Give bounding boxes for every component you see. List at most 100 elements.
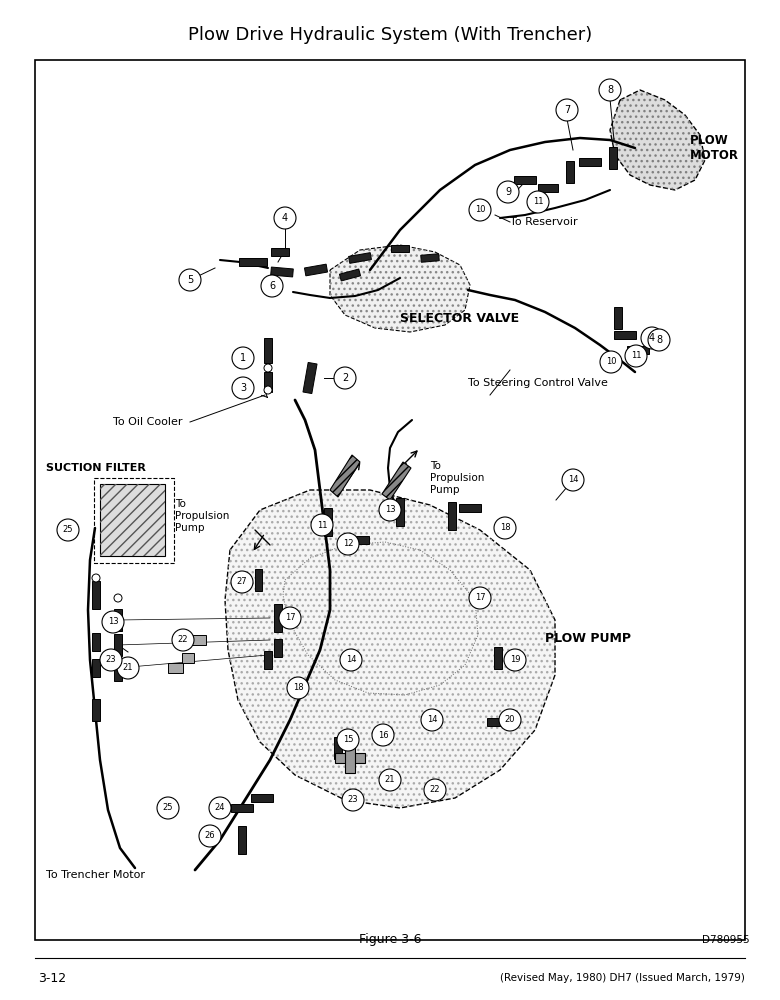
Circle shape: [57, 519, 79, 541]
Text: 8: 8: [607, 85, 613, 95]
Circle shape: [527, 191, 549, 213]
Text: 22: 22: [430, 786, 440, 794]
Bar: [182, 653, 194, 663]
Circle shape: [232, 347, 254, 369]
Polygon shape: [330, 455, 360, 497]
Text: SELECTOR VALVE: SELECTOR VALVE: [400, 312, 519, 324]
Circle shape: [648, 329, 670, 351]
Bar: [100, 484, 165, 556]
Bar: [168, 663, 183, 673]
Text: 3-12: 3-12: [38, 972, 66, 984]
Text: 11: 11: [631, 352, 641, 360]
Polygon shape: [610, 90, 705, 190]
Circle shape: [264, 364, 272, 372]
Bar: [92, 699, 100, 721]
Circle shape: [209, 797, 231, 819]
Bar: [100, 484, 165, 556]
Text: 22: 22: [178, 636, 188, 645]
Circle shape: [424, 779, 446, 801]
Bar: [271, 248, 289, 256]
Text: 25: 25: [62, 526, 73, 534]
Text: 1: 1: [240, 353, 246, 363]
Bar: [579, 158, 601, 166]
Bar: [335, 753, 365, 763]
Bar: [92, 633, 100, 651]
Text: SUCTION FILTER: SUCTION FILTER: [46, 463, 146, 473]
Circle shape: [274, 207, 296, 229]
Circle shape: [231, 571, 253, 593]
Text: 7: 7: [564, 105, 570, 115]
Text: 9: 9: [505, 187, 511, 197]
Bar: [92, 581, 100, 609]
Circle shape: [311, 514, 333, 536]
Bar: [609, 147, 617, 169]
Bar: [304, 264, 328, 276]
Bar: [274, 639, 282, 657]
Circle shape: [499, 709, 521, 731]
Text: 14: 14: [346, 656, 356, 664]
Text: 25: 25: [163, 804, 173, 812]
Circle shape: [334, 367, 356, 389]
Circle shape: [337, 533, 359, 555]
Text: To Steering Control Valve: To Steering Control Valve: [468, 378, 608, 388]
Circle shape: [279, 607, 301, 629]
Text: 23: 23: [348, 796, 358, 804]
Circle shape: [179, 269, 201, 291]
Circle shape: [117, 657, 139, 679]
Bar: [420, 254, 439, 262]
Text: 21: 21: [122, 664, 133, 672]
Bar: [514, 176, 536, 184]
Bar: [494, 647, 502, 669]
Circle shape: [100, 649, 122, 671]
Circle shape: [114, 594, 122, 602]
Circle shape: [372, 724, 394, 746]
Text: 17: 17: [285, 613, 296, 622]
Text: 13: 13: [108, 617, 119, 626]
Circle shape: [641, 327, 663, 349]
Circle shape: [379, 769, 401, 791]
Circle shape: [599, 79, 621, 101]
Circle shape: [102, 611, 124, 633]
Bar: [35, 60, 745, 940]
Circle shape: [261, 275, 283, 297]
Circle shape: [92, 574, 100, 582]
Bar: [345, 743, 355, 773]
Text: 15: 15: [342, 736, 353, 744]
Text: To Reservoir: To Reservoir: [510, 217, 578, 227]
Text: 12: 12: [342, 540, 353, 548]
Bar: [538, 184, 558, 192]
Circle shape: [562, 469, 584, 491]
Bar: [347, 536, 369, 544]
Text: (Revised May, 1980) DH7 (Issued March, 1979): (Revised May, 1980) DH7 (Issued March, 1…: [500, 973, 745, 983]
Polygon shape: [382, 462, 411, 500]
Bar: [264, 372, 272, 392]
Bar: [254, 569, 261, 591]
Text: Plow Drive Hydraulic System (With Trencher): Plow Drive Hydraulic System (With Trench…: [188, 26, 592, 44]
Circle shape: [342, 789, 364, 811]
Text: 4: 4: [649, 333, 655, 343]
Text: To Trencher Motor: To Trencher Motor: [46, 870, 145, 880]
Bar: [251, 794, 273, 802]
Text: 23: 23: [105, 656, 116, 664]
Circle shape: [157, 797, 179, 819]
Text: 6: 6: [269, 281, 275, 291]
Circle shape: [337, 729, 359, 751]
Text: To Oil Cooler: To Oil Cooler: [113, 417, 183, 427]
Circle shape: [494, 517, 516, 539]
Bar: [274, 604, 282, 632]
Bar: [114, 609, 122, 631]
Text: Figure 3-6: Figure 3-6: [359, 934, 421, 946]
Bar: [239, 258, 267, 266]
Bar: [346, 749, 354, 771]
Text: PLOW
MOTOR: PLOW MOTOR: [690, 134, 739, 162]
Bar: [614, 331, 636, 339]
Text: To
Propulsion
Pump: To Propulsion Pump: [175, 499, 229, 533]
Circle shape: [340, 649, 362, 671]
Text: 11: 11: [533, 198, 543, 207]
Text: 19: 19: [510, 656, 520, 664]
Circle shape: [469, 587, 491, 609]
Bar: [339, 269, 360, 281]
Circle shape: [379, 499, 401, 521]
Bar: [349, 253, 371, 263]
Text: 27: 27: [236, 578, 247, 586]
